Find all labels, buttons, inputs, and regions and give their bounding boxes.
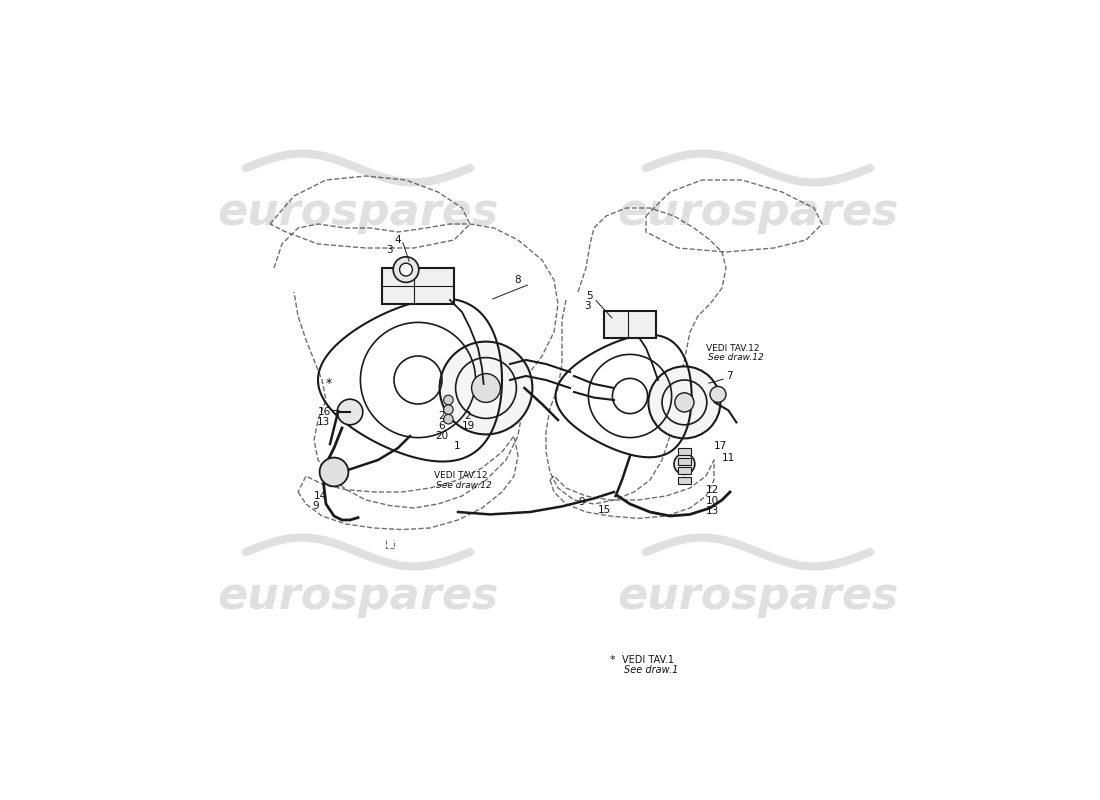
Text: 4: 4 xyxy=(394,235,400,245)
Text: 19: 19 xyxy=(462,422,475,431)
Circle shape xyxy=(674,454,695,474)
Text: 13: 13 xyxy=(706,506,719,516)
Text: 17: 17 xyxy=(714,441,727,450)
Text: 8: 8 xyxy=(514,275,520,285)
Text: 11: 11 xyxy=(722,454,735,463)
FancyBboxPatch shape xyxy=(678,458,691,465)
Circle shape xyxy=(399,263,412,276)
Circle shape xyxy=(393,257,419,282)
Text: VEDI TAV.1: VEDI TAV.1 xyxy=(621,655,674,665)
Text: 20: 20 xyxy=(436,431,449,441)
Circle shape xyxy=(648,366,720,438)
Text: 14: 14 xyxy=(314,491,328,501)
Text: VEDI TAV.12: VEDI TAV.12 xyxy=(706,343,759,353)
Circle shape xyxy=(338,399,363,425)
Circle shape xyxy=(443,414,453,424)
Circle shape xyxy=(443,395,453,405)
Text: See draw.12: See draw.12 xyxy=(708,353,764,362)
Text: eurospares: eurospares xyxy=(617,574,899,618)
Text: 3: 3 xyxy=(584,301,591,310)
FancyBboxPatch shape xyxy=(678,448,691,455)
Text: 2: 2 xyxy=(464,411,471,421)
Text: 10: 10 xyxy=(706,496,719,506)
Circle shape xyxy=(443,405,453,414)
Circle shape xyxy=(440,342,532,434)
Circle shape xyxy=(674,393,694,412)
Text: 1: 1 xyxy=(454,441,461,450)
Text: *: * xyxy=(326,378,332,390)
Text: eurospares: eurospares xyxy=(218,190,498,234)
Text: VEDI TAV.12: VEDI TAV.12 xyxy=(434,471,487,481)
Text: See draw.12: See draw.12 xyxy=(437,481,492,490)
Text: eurospares: eurospares xyxy=(617,190,899,234)
Text: 12: 12 xyxy=(706,486,719,495)
Text: 15: 15 xyxy=(598,505,612,514)
Text: *: * xyxy=(610,655,616,665)
Text: 7: 7 xyxy=(726,371,733,381)
Text: eurospares: eurospares xyxy=(218,574,498,618)
Text: 16: 16 xyxy=(318,407,331,417)
Text: See draw.1: See draw.1 xyxy=(625,666,679,675)
Circle shape xyxy=(320,458,349,486)
Text: 9: 9 xyxy=(312,502,319,511)
Text: 9: 9 xyxy=(578,497,584,506)
Text: 6: 6 xyxy=(438,421,444,430)
FancyBboxPatch shape xyxy=(604,311,657,338)
Text: 5: 5 xyxy=(586,291,593,301)
FancyBboxPatch shape xyxy=(382,268,454,304)
Circle shape xyxy=(472,374,500,402)
FancyBboxPatch shape xyxy=(678,467,691,474)
FancyBboxPatch shape xyxy=(678,477,691,484)
Circle shape xyxy=(710,386,726,402)
Text: 3: 3 xyxy=(386,245,393,254)
Text: 13: 13 xyxy=(317,418,330,427)
Text: 2: 2 xyxy=(438,411,444,421)
